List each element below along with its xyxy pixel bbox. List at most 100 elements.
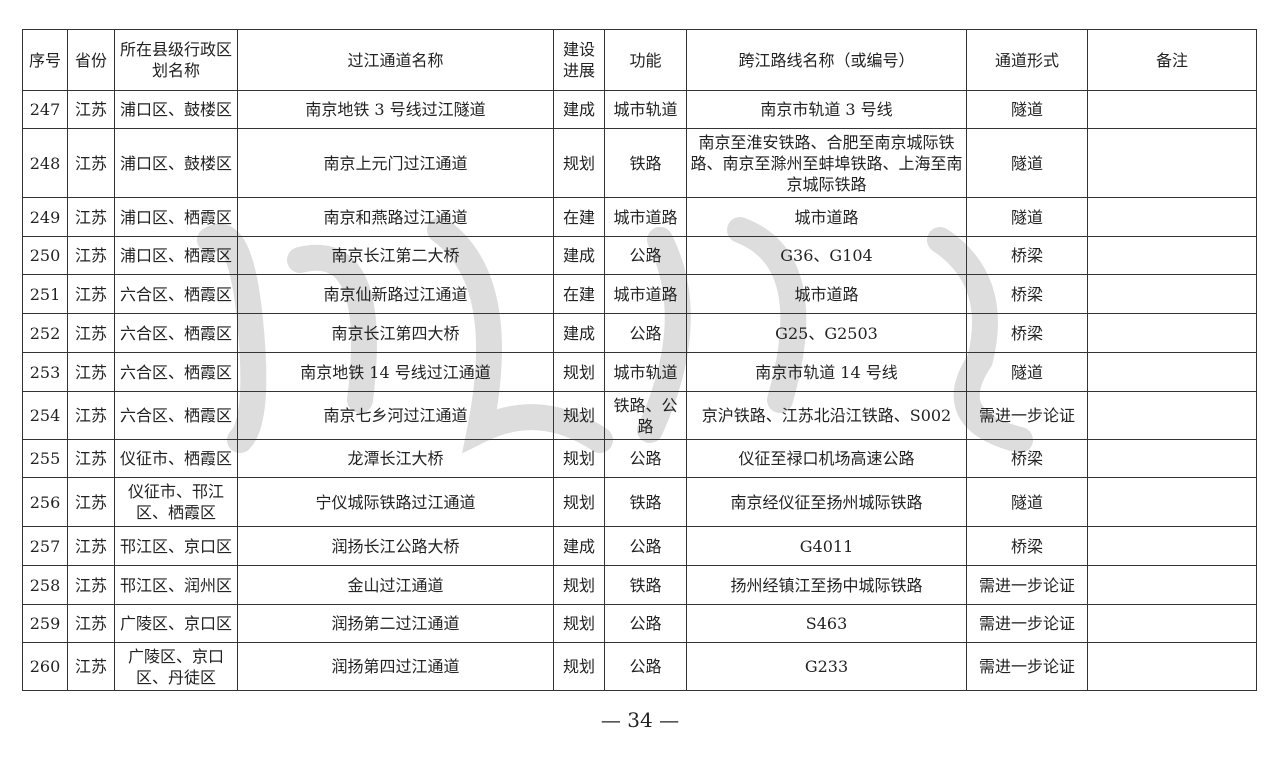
table-row: 247 江苏 浦口区、鼓楼区 南京地铁 3 号线过江隧道 建成 城市轨道 南京市轨道 3 号… (22, 90, 1257, 129)
table-cell: 隧道 (966, 90, 1088, 129)
table-cell: 建成 (553, 90, 605, 129)
table-row: 258 江苏 邗江区、润州区 金山过江通道 规划 铁路 扬州经镇江至扬中城际铁路 需进一步论证 (22, 565, 1257, 605)
table-cell: 江苏 (67, 197, 115, 237)
col-header: 通道形式 (966, 29, 1088, 91)
table-cell (1087, 90, 1257, 129)
table-cell: 浦口区、鼓楼区 (114, 90, 238, 129)
table-cell: 隧道 (966, 352, 1088, 392)
table-row: 252 江苏 六合区、栖霞区 南京长江第四大桥 建成 公路 G25、G2503 桥梁 (22, 313, 1257, 353)
table-cell: 铁路、公路 (604, 391, 687, 440)
table-cell: 规划 (553, 604, 605, 643)
table-cell: 铁路 (604, 477, 687, 527)
table-cell: 城市道路 (686, 274, 967, 314)
table-cell: 248 (22, 128, 68, 198)
table-cell: 隧道 (966, 128, 1088, 198)
table-cell: 公路 (604, 526, 687, 566)
table-cell (1087, 642, 1257, 691)
page-number: — 34 — (600, 708, 680, 732)
table-cell: 257 (22, 526, 68, 566)
table-cell: 隧道 (966, 477, 1088, 527)
table-cell: 南京至淮安铁路、合肥至南京城际铁路、南京至滁州至蚌埠铁路、上海至南京城际铁路 (686, 128, 967, 198)
col-header: 功能 (604, 29, 687, 91)
table-cell: G25、G2503 (686, 313, 967, 353)
table-cell (1087, 565, 1257, 605)
table-cell: 江苏 (67, 526, 115, 566)
table-cell: 251 (22, 274, 68, 314)
table-cell: 规划 (553, 439, 605, 478)
table-cell: 铁路 (604, 128, 687, 198)
table-cell: 江苏 (67, 391, 115, 440)
table-cell: 南京长江第二大桥 (237, 236, 554, 275)
table-cell: 城市道路 (604, 197, 687, 237)
table-row: 256 江苏 仪征市、邗江区、栖霞区 宁仪城际铁路过江通道 规划 铁路 南京经仪征至扬州城际… (22, 477, 1257, 527)
table-row: 260 江苏 广陵区、京口区、丹徒区 润扬第四过江通道 规划 公路 G233 需进一步论证 (22, 642, 1257, 691)
table-cell: 南京仙新路过江通道 (237, 274, 554, 314)
table-cell (1087, 604, 1257, 643)
table-cell: 京沪铁路、江苏北沿江铁路、S002 (686, 391, 967, 440)
table-cell: 249 (22, 197, 68, 237)
table-cell: 需进一步论证 (966, 642, 1088, 691)
table-cell: 江苏 (67, 439, 115, 478)
table-cell: 扬州经镇江至扬中城际铁路 (686, 565, 967, 605)
table-cell: G4011 (686, 526, 967, 566)
col-header: 跨江路线名称（或编号） (686, 29, 967, 91)
table-cell: 桥梁 (966, 274, 1088, 314)
table-cell: 南京七乡河过江通道 (237, 391, 554, 440)
table-cell: 城市道路 (686, 197, 967, 237)
table-cell: 255 (22, 439, 68, 478)
table-cell: 公路 (604, 439, 687, 478)
table-cell: 仪征至禄口机场高速公路 (686, 439, 967, 478)
table-cell: 公路 (604, 236, 687, 275)
table-cell: 六合区、栖霞区 (114, 352, 238, 392)
table-cell: 邗江区、京口区 (114, 526, 238, 566)
table-cell: 江苏 (67, 313, 115, 353)
table-cell: 江苏 (67, 274, 115, 314)
table-cell: 桥梁 (966, 526, 1088, 566)
table-cell: 规划 (553, 352, 605, 392)
table-cell: 南京市轨道 3 号线 (686, 90, 967, 129)
table-cell: 龙潭长江大桥 (237, 439, 554, 478)
table-row: 251 江苏 六合区、栖霞区 南京仙新路过江通道 在建 城市道路 城市道路 桥梁 (22, 274, 1257, 314)
table-cell: 南京和燕路过江通道 (237, 197, 554, 237)
table-cell (1087, 236, 1257, 275)
table-cell (1087, 197, 1257, 237)
table-cell: 254 (22, 391, 68, 440)
table-cell: 规划 (553, 391, 605, 440)
table-cell: 建成 (553, 526, 605, 566)
table-cell: 规划 (553, 128, 605, 198)
table-row: 259 江苏 广陵区、京口区 润扬第二过江通道 规划 公路 S463 需进一步论证 (22, 604, 1257, 643)
table-row: 253 江苏 六合区、栖霞区 南京地铁 14 号线过江通道 规划 城市轨道 南京市轨道 14… (22, 352, 1257, 392)
table-cell: 南京市轨道 14 号线 (686, 352, 967, 392)
table-cell: 江苏 (67, 236, 115, 275)
table-cell: 浦口区、鼓楼区 (114, 128, 238, 198)
table-cell: 南京上元门过江通道 (237, 128, 554, 198)
table-cell: 广陵区、京口区 (114, 604, 238, 643)
table-cell: 南京地铁 14 号线过江通道 (237, 352, 554, 392)
table-cell: 广陵区、京口区、丹徒区 (114, 642, 238, 691)
table-cell: 六合区、栖霞区 (114, 274, 238, 314)
table-cell (1087, 439, 1257, 478)
table-row: 250 江苏 浦口区、栖霞区 南京长江第二大桥 建成 公路 G36、G104 桥梁 (22, 236, 1257, 275)
table-cell: G36、G104 (686, 236, 967, 275)
header-row: 序号 省份 所在县级行政区划名称 过江通道名称 建设进展 功能 跨江路线名称（或… (22, 29, 1257, 91)
table-cell: 江苏 (67, 352, 115, 392)
table-cell: 需进一步论证 (966, 391, 1088, 440)
table-row: 249 江苏 浦口区、栖霞区 南京和燕路过江通道 在建 城市道路 城市道路 隧道 (22, 197, 1257, 237)
table-cell: 润扬第二过江通道 (237, 604, 554, 643)
table-cell: 256 (22, 477, 68, 527)
table-cell: 江苏 (67, 642, 115, 691)
table-cell: 250 (22, 236, 68, 275)
table-cell: 253 (22, 352, 68, 392)
table-row: 254 江苏 六合区、栖霞区 南京七乡河过江通道 规划 铁路、公路 京沪铁路、江苏北沿江铁路… (22, 391, 1257, 440)
table-cell: 公路 (604, 313, 687, 353)
table-cell: 南京经仪征至扬州城际铁路 (686, 477, 967, 527)
table-cell: 仪征市、栖霞区 (114, 439, 238, 478)
table-cell: 需进一步论证 (966, 604, 1088, 643)
table-cell: 浦口区、栖霞区 (114, 197, 238, 237)
table-cell: 城市轨道 (604, 352, 687, 392)
table-cell: 南京地铁 3 号线过江隧道 (237, 90, 554, 129)
col-header: 序号 (22, 29, 68, 91)
table-cell: 铁路 (604, 565, 687, 605)
table-cell (1087, 274, 1257, 314)
table-cell: 江苏 (67, 90, 115, 129)
